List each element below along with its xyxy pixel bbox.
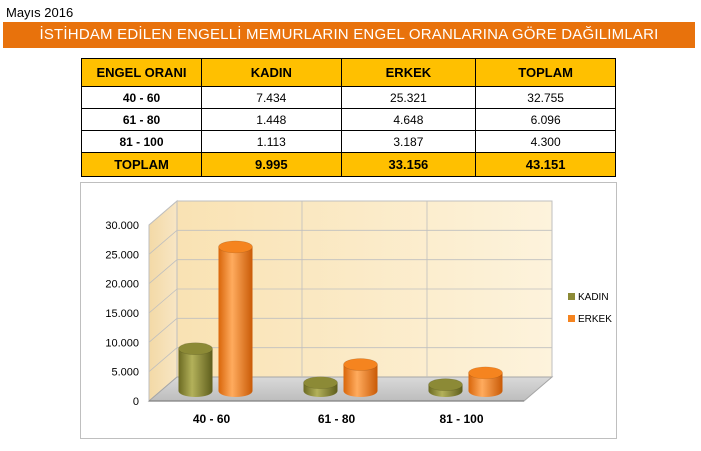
legend-swatch-erkek	[568, 315, 575, 322]
table-cell: 81 - 100	[80, 130, 203, 153]
table-cell: 3.187	[340, 130, 477, 153]
table-cell: 40 - 60	[80, 86, 203, 109]
table-cell: 25.321	[340, 86, 477, 109]
column-header-erkek: ERKEK	[340, 58, 477, 87]
y-tick-label: 10.000	[105, 337, 139, 349]
table-cell: 4.300	[475, 130, 616, 153]
x-axis: 40 - 60 61 - 80 81 - 100	[193, 412, 484, 426]
table-cell: 4.648	[340, 108, 477, 131]
table-cell: 9.995	[201, 152, 342, 177]
column-header-kadin: KADIN	[201, 58, 342, 87]
gridline	[148, 200, 178, 226]
chart-bars	[178, 240, 503, 397]
report-date: Mayıs 2016	[6, 5, 74, 20]
table-cell: 32.755	[475, 86, 616, 109]
gridline	[148, 288, 178, 314]
legend-swatch-kadin	[568, 293, 575, 300]
gridline	[148, 318, 178, 343]
table-cell: 1.113	[201, 130, 342, 153]
column-header-toplam: TOPLAM	[475, 58, 616, 87]
column-header-engel-orani: ENGEL ORANI	[80, 58, 203, 87]
table-cell: 7.434	[201, 86, 342, 109]
gridline	[148, 259, 178, 284]
bar-kadin-2	[303, 376, 338, 397]
gridline	[148, 347, 178, 372]
gridline	[148, 230, 178, 255]
table-header-row: ENGEL ORANI KADIN ERKEK TOPLAM	[80, 58, 616, 87]
legend-label-erkek: ERKEK	[578, 314, 612, 325]
x-tick-label: 40 - 60	[193, 412, 231, 426]
y-tick-label: 15.000	[105, 308, 139, 320]
table-cell: 61 - 80	[80, 108, 203, 131]
bar-kadin-1	[178, 342, 213, 397]
table-cell: 1.448	[201, 108, 342, 131]
y-tick-label: 5.000	[111, 367, 139, 379]
bar-kadin-3	[428, 378, 463, 397]
x-tick-label: 81 - 100	[439, 412, 483, 426]
x-tick-label: 61 - 80	[318, 412, 356, 426]
bar-erkek-1	[218, 240, 253, 397]
y-tick-label: 0	[133, 396, 139, 408]
chart-frame: 0 5.000 10.000 15.000 20.000 25.000 30.000 40 …	[80, 182, 617, 439]
table-cell: 33.156	[340, 152, 477, 177]
table-cell: TOPLAM	[80, 152, 203, 177]
bar-erkek-3	[468, 366, 503, 397]
y-tick-label: 30.000	[105, 220, 139, 232]
table-total-row: TOPLAM 9.995 33.156 43.151	[80, 152, 616, 177]
y-tick-label: 25.000	[105, 249, 139, 261]
table-row: 61 - 80 1.448 4.648 6.096	[80, 108, 616, 131]
bar-chart: 0 5.000 10.000 15.000 20.000 25.000 30.000 40 …	[105, 199, 612, 426]
chart-legend: KADIN ERKEK	[568, 292, 612, 325]
y-tick-label: 20.000	[105, 279, 139, 291]
table-row: 40 - 60 7.434 25.321 32.755	[80, 86, 616, 109]
table-cell: 6.096	[475, 108, 616, 131]
table-cell: 43.151	[475, 152, 616, 177]
report-title: İSTİHDAM EDİLEN ENGELLİ MEMURLARIN ENGEL…	[3, 22, 695, 48]
data-table: ENGEL ORANI KADIN ERKEK TOPLAM 40 - 60 7…	[80, 58, 616, 177]
y-axis: 0 5.000 10.000 15.000 20.000 25.000 30.000	[105, 220, 139, 408]
table-row: 81 - 100 1.113 3.187 4.300	[80, 130, 616, 153]
bar-erkek-2	[343, 358, 378, 397]
legend-label-kadin: KADIN	[578, 292, 609, 303]
